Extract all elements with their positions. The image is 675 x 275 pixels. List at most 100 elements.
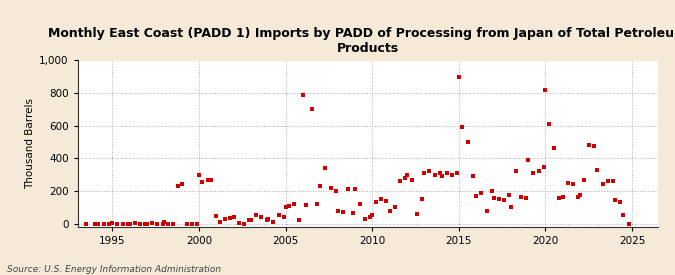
Title: Monthly East Coast (PADD 1) Imports by PADD of Processing from Japan of Total Pe: Monthly East Coast (PADD 1) Imports by P… <box>49 27 675 55</box>
Point <box>122 221 133 226</box>
Point <box>103 221 114 226</box>
Point <box>99 221 109 226</box>
Point <box>238 221 249 226</box>
Point <box>325 186 336 190</box>
Point <box>543 122 554 126</box>
Point <box>506 205 516 210</box>
Point <box>516 194 526 199</box>
Point <box>192 221 202 226</box>
Point <box>202 178 213 183</box>
Point <box>549 145 560 150</box>
Point <box>332 208 343 213</box>
Point <box>176 182 187 187</box>
Point <box>315 184 325 188</box>
Point <box>273 213 284 218</box>
Point <box>280 205 291 210</box>
Point <box>142 221 153 226</box>
Point <box>615 200 626 205</box>
Point <box>146 221 157 225</box>
Point <box>289 202 300 206</box>
Point <box>81 221 92 226</box>
Point <box>554 195 565 200</box>
Point <box>130 221 140 225</box>
Point <box>244 218 254 222</box>
Point <box>268 220 279 224</box>
Point <box>447 172 458 177</box>
Point <box>597 182 608 186</box>
Point <box>417 197 428 201</box>
Y-axis label: Thousand Barrels: Thousand Barrels <box>25 98 35 189</box>
Point <box>592 167 603 172</box>
Point <box>197 180 208 184</box>
Point <box>521 195 532 200</box>
Point <box>563 181 574 185</box>
Point <box>219 216 230 221</box>
Point <box>338 210 348 214</box>
Point <box>583 143 594 147</box>
Point <box>162 221 173 226</box>
Point <box>375 197 386 201</box>
Point <box>371 200 381 205</box>
Point <box>360 216 371 221</box>
Point <box>578 178 589 183</box>
Point <box>173 184 184 188</box>
Point <box>454 75 464 79</box>
Point <box>250 213 261 218</box>
Point <box>284 204 294 208</box>
Point <box>623 221 634 226</box>
Point <box>488 195 499 200</box>
Point <box>320 166 331 170</box>
Point <box>348 211 358 215</box>
Point <box>186 221 197 226</box>
Point <box>256 215 267 219</box>
Point <box>365 215 376 219</box>
Point <box>331 189 342 193</box>
Point <box>499 198 510 202</box>
Point <box>211 214 221 218</box>
Point <box>206 177 217 182</box>
Point <box>342 187 353 192</box>
Point <box>589 144 599 148</box>
Point <box>610 198 620 202</box>
Point <box>452 171 462 175</box>
Point <box>182 221 192 226</box>
Point <box>350 187 360 192</box>
Point <box>608 179 618 183</box>
Point <box>429 172 440 177</box>
Point <box>618 213 629 218</box>
Point <box>311 202 322 206</box>
Point <box>124 221 135 226</box>
Point <box>402 172 412 177</box>
Point <box>112 221 123 226</box>
Point <box>574 193 585 197</box>
Point <box>157 221 168 226</box>
Point <box>441 171 452 175</box>
Point <box>306 107 317 112</box>
Point <box>90 221 101 226</box>
Point <box>510 169 521 174</box>
Point <box>301 203 312 207</box>
Point <box>481 208 492 213</box>
Point <box>234 221 244 225</box>
Point <box>533 168 544 173</box>
Point <box>225 216 236 220</box>
Point <box>107 221 117 226</box>
Point <box>389 205 400 210</box>
Point <box>152 221 163 226</box>
Point <box>493 197 504 201</box>
Point <box>504 193 514 197</box>
Point <box>263 216 273 221</box>
Point <box>470 194 481 198</box>
Point <box>298 93 308 97</box>
Point <box>261 218 272 222</box>
Point <box>418 171 429 175</box>
Point <box>603 179 614 183</box>
Point <box>522 158 533 162</box>
Point <box>278 215 289 219</box>
Point <box>134 221 145 226</box>
Point <box>400 176 410 180</box>
Text: Source: U.S. Energy Information Administration: Source: U.S. Energy Information Administ… <box>7 265 221 274</box>
Point <box>394 179 405 183</box>
Point <box>194 172 205 177</box>
Point <box>246 217 256 222</box>
